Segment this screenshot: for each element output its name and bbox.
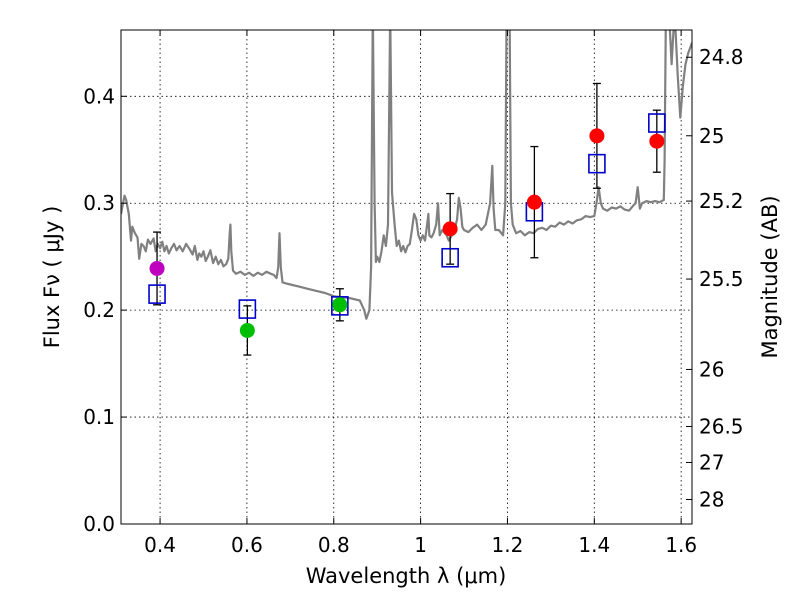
- observed-point: [442, 221, 458, 237]
- x-axis: 0.4 0.6 0.8 1 1.2 1.4 1.6: [144, 30, 697, 557]
- x-tick-label: 1: [414, 533, 427, 557]
- model-square-marker: [148, 284, 166, 304]
- magnitude-tick-label: 26.5: [699, 414, 744, 438]
- model-square-marker: [588, 153, 606, 174]
- spectrum-line: [121, 30, 692, 320]
- y-axis-label: Flux Fν ( μJy ): [40, 206, 64, 349]
- observed-point: [526, 194, 542, 210]
- y-tick-label: 0.0: [83, 512, 115, 536]
- x-axis-label: Wavelength λ (μm): [306, 564, 507, 588]
- y-tick-label: 0.1: [83, 405, 115, 429]
- x-tick-label: 1.2: [492, 533, 524, 557]
- x-tick-label: 1.6: [665, 533, 697, 557]
- magnitude-tick-label: 27: [699, 450, 724, 474]
- magnitude-tick-label: 25.5: [699, 267, 744, 291]
- plot-frame: [120, 29, 693, 525]
- model-square-marker: [648, 113, 666, 133]
- x-tick-label: 1.4: [578, 533, 610, 557]
- magnitude-tick-label: 24.8: [699, 45, 744, 69]
- y-axis-label-right: Magnitude (AB): [758, 195, 782, 358]
- observed-points: [149, 128, 665, 338]
- model-square-marker: [238, 299, 257, 319]
- magnitude-tick-label: 26: [699, 357, 724, 381]
- magnitude-tick-label: 25.2: [699, 189, 744, 213]
- magnitude-tick-label: 28: [699, 488, 724, 512]
- model-spectrum: [121, 30, 692, 320]
- observed-point: [332, 297, 348, 313]
- y-axis: 0.0 0.1 0.2 0.3 0.4: [83, 84, 127, 536]
- y-tick-label: 0.2: [83, 298, 115, 322]
- magnitude-tick-label: 25: [699, 124, 724, 148]
- x-tick-label: 0.8: [318, 533, 350, 557]
- magnitude-axis: 24.8 25 25.2 25.5 26 26.5 27 28: [686, 45, 744, 512]
- x-tick-label: 0.4: [144, 533, 176, 557]
- observed-point: [149, 260, 165, 276]
- model-square-marker: [441, 247, 459, 268]
- observed-point: [589, 128, 605, 144]
- observed-point: [649, 133, 665, 149]
- y-tick-label: 0.4: [83, 84, 115, 108]
- observed-point: [239, 322, 255, 338]
- x-tick-label: 0.6: [231, 533, 263, 557]
- plot-background: [121, 30, 692, 524]
- y-tick-label: 0.3: [83, 191, 115, 215]
- model-square-marker: [331, 296, 349, 316]
